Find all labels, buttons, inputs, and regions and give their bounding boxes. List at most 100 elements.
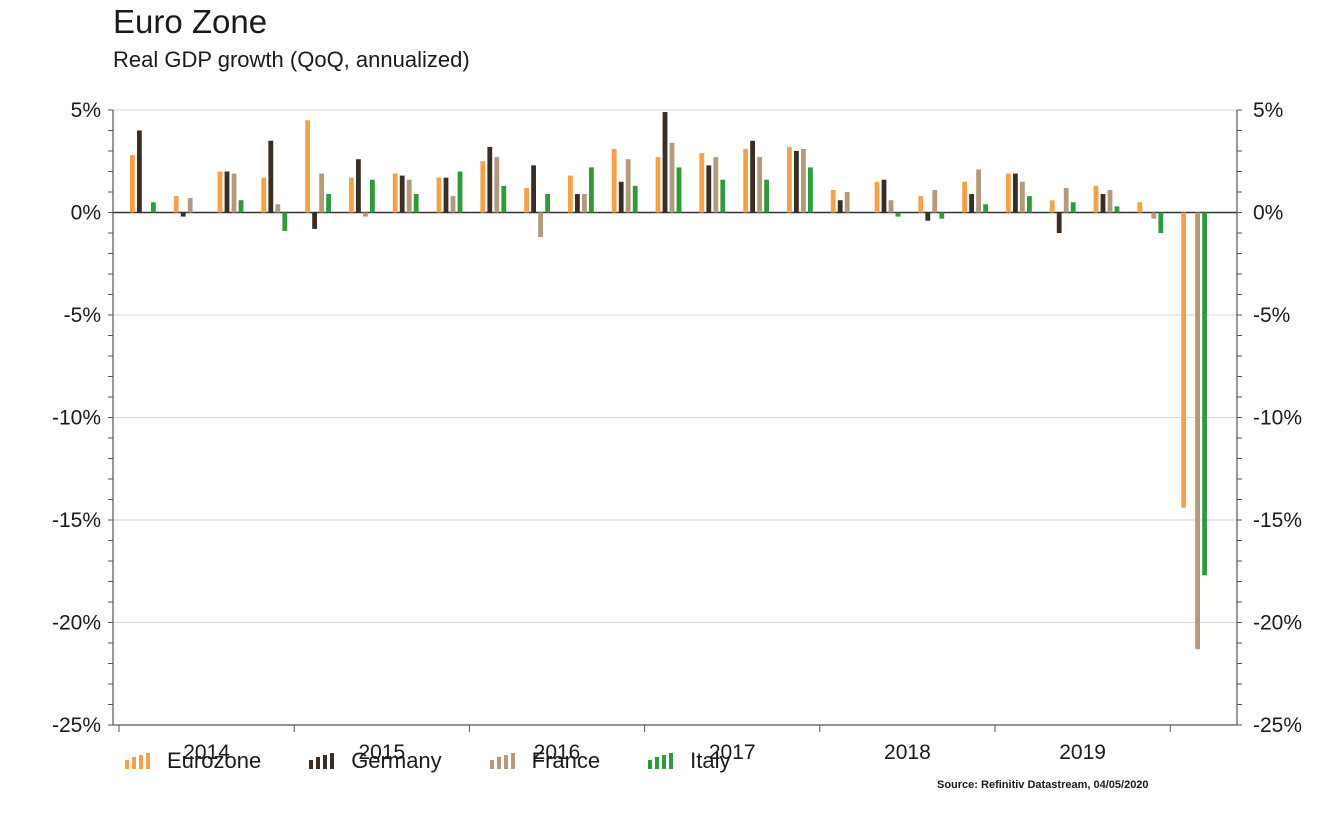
- bar-france: [582, 194, 587, 213]
- bar-france: [1020, 181, 1025, 213]
- legend-swatch-germany: [309, 753, 337, 769]
- bar-france: [713, 157, 719, 213]
- bar-germany: [618, 181, 624, 213]
- bar-eurozone: [261, 177, 267, 213]
- x-tick-label: 2017: [709, 741, 756, 764]
- bar-italy: [720, 179, 726, 213]
- bar-italy: [501, 185, 507, 213]
- legend-swatch-bar: [132, 757, 136, 769]
- bar-italy: [1114, 206, 1120, 213]
- bar-eurozone: [524, 187, 529, 213]
- bar-germany: [881, 179, 887, 213]
- legend-swatch-bar: [496, 757, 501, 769]
- bar-germany: [969, 194, 974, 213]
- bar-germany: [268, 140, 274, 213]
- legend-swatch-bar: [323, 755, 328, 769]
- source-note: Source: Refinitiv Datastream, 04/05/2020: [937, 779, 1149, 791]
- legend-item-italy: Italy: [648, 748, 731, 774]
- bar-eurozone: [743, 148, 748, 213]
- bar-germany: [750, 140, 755, 213]
- x-tick-label: 2016: [534, 741, 581, 764]
- bars: [130, 112, 1207, 650]
- bar-eurozone: [173, 196, 179, 213]
- bar-italy: [413, 194, 419, 213]
- legend-item-germany: Germany: [309, 748, 442, 774]
- bar-italy: [457, 171, 463, 213]
- bar-france: [363, 212, 368, 217]
- bar-eurozone: [787, 146, 792, 213]
- bar-italy: [895, 212, 901, 217]
- bar-germany: [575, 194, 580, 213]
- bar-italy: [764, 179, 769, 213]
- bar-france: [187, 198, 193, 213]
- legend-swatch-bar: [662, 755, 667, 769]
- y-tick-label-right: -25%: [1253, 714, 1302, 737]
- bar-germany: [399, 175, 405, 213]
- y-tick-label-right: -5%: [1253, 304, 1290, 327]
- bar-italy: [808, 167, 813, 213]
- bar-italy: [370, 179, 375, 213]
- bar-germany: [137, 130, 142, 213]
- bar-germany: [837, 200, 843, 213]
- y-tick-label-left: -5%: [64, 304, 101, 327]
- bar-italy: [238, 200, 244, 213]
- legend-swatch-bar: [655, 757, 660, 769]
- bar-france: [275, 204, 281, 213]
- bar-france: [406, 179, 412, 213]
- legend-swatch-bar: [648, 760, 653, 769]
- legend-swatch-italy: [648, 753, 676, 769]
- legend-label-germany: Germany: [351, 748, 442, 773]
- bar-germany: [531, 165, 536, 213]
- bar-france: [494, 157, 500, 213]
- bar-germany: [312, 212, 317, 229]
- legend-swatch-bar: [125, 760, 129, 769]
- bar-italy: [326, 194, 331, 213]
- bar-italy: [1070, 202, 1076, 213]
- y-tick-label-right: 0%: [1253, 202, 1283, 225]
- bar-eurozone: [655, 157, 661, 213]
- bar-france: [1107, 189, 1113, 213]
- bar-france: [844, 192, 850, 213]
- legend-label-italy: Italy: [690, 748, 731, 773]
- bar-germany: [1056, 212, 1062, 233]
- y-tick-label-left: -15%: [52, 509, 101, 532]
- bar-italy: [545, 194, 550, 213]
- legend-item-france: France: [489, 748, 600, 774]
- bar-eurozone: [480, 161, 486, 213]
- bar-france: [976, 169, 981, 213]
- bar-eurozone: [1006, 173, 1011, 213]
- bar-france: [319, 173, 324, 213]
- bar-france: [801, 148, 806, 213]
- bar-italy: [151, 202, 156, 213]
- bar-germany: [925, 212, 931, 221]
- bar-italy: [1202, 212, 1207, 576]
- bar-france: [625, 159, 631, 213]
- bar-italy: [676, 167, 682, 213]
- y-tick-label-left: -20%: [52, 612, 101, 635]
- bar-eurozone: [217, 171, 223, 213]
- bar-italy: [282, 212, 288, 231]
- bar-eurozone: [130, 155, 135, 213]
- bar-eurozone: [699, 153, 705, 213]
- legend-swatch-bar: [669, 753, 674, 769]
- y-tick-label-right: 5%: [1253, 99, 1283, 122]
- y-tick-label-left: 0%: [71, 202, 101, 225]
- legend-swatch-bar: [510, 753, 515, 769]
- axes: 5% 5% 0% 0% -5% -5% -10% -10% -15% -15% -20% -20% -2…: [52, 99, 1302, 764]
- bar-germany: [180, 212, 186, 217]
- legend-item-eurozone: Eurozone: [125, 748, 261, 774]
- legend-label-eurozone: Eurozone: [167, 748, 262, 773]
- bar-italy: [632, 185, 638, 213]
- bar-france: [1195, 212, 1200, 650]
- legend-swatch-eurozone: [125, 753, 153, 769]
- x-tick-label: 2019: [1059, 741, 1106, 764]
- bar-eurozone: [874, 181, 880, 213]
- y-tick-label-left: 5%: [71, 99, 101, 122]
- legend-swatch-bar: [139, 755, 143, 769]
- bar-germany: [1013, 173, 1018, 213]
- bar-eurozone: [918, 196, 924, 213]
- x-tick-label: 2015: [358, 741, 405, 764]
- bar-france: [1063, 187, 1069, 213]
- bar-france: [888, 200, 894, 213]
